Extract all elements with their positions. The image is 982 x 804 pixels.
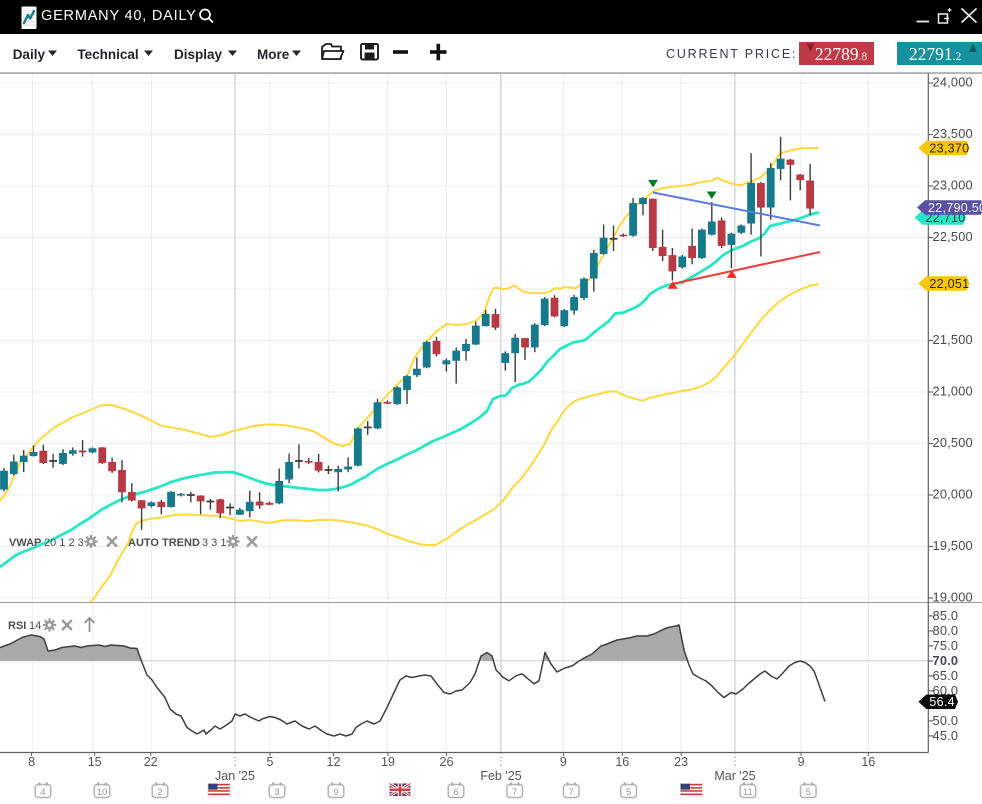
svg-text:23,000: 23,000 bbox=[933, 178, 973, 193]
svg-text:24,000: 24,000 bbox=[933, 75, 973, 90]
svg-text:75.0: 75.0 bbox=[933, 638, 959, 653]
svg-text:19,000: 19,000 bbox=[933, 590, 973, 605]
svg-text:23,370: 23,370 bbox=[929, 141, 969, 155]
svg-text:3 3 1: 3 3 1 bbox=[202, 537, 226, 549]
svg-text:6: 6 bbox=[453, 787, 458, 798]
svg-text:20,500: 20,500 bbox=[933, 435, 973, 450]
svg-text:7: 7 bbox=[569, 787, 574, 798]
svg-text:85.0: 85.0 bbox=[933, 608, 959, 623]
svg-text:19: 19 bbox=[381, 755, 395, 769]
svg-text:4: 4 bbox=[40, 787, 45, 798]
svg-text:Jan '25: Jan '25 bbox=[215, 769, 255, 783]
svg-text:50.0: 50.0 bbox=[933, 713, 959, 728]
svg-text:12: 12 bbox=[327, 755, 341, 769]
svg-text:9: 9 bbox=[560, 755, 567, 769]
svg-text:16: 16 bbox=[861, 755, 875, 769]
svg-text:11: 11 bbox=[743, 787, 753, 798]
svg-text:45.0: 45.0 bbox=[933, 728, 959, 743]
svg-text:20 1 2 3: 20 1 2 3 bbox=[44, 537, 84, 549]
svg-text:65.0: 65.0 bbox=[933, 668, 959, 683]
svg-text:22: 22 bbox=[144, 755, 158, 769]
svg-text:22,790.50: 22,790.50 bbox=[928, 201, 982, 215]
svg-text:5: 5 bbox=[267, 755, 274, 769]
svg-text:Mar '25: Mar '25 bbox=[714, 769, 755, 783]
svg-text:3: 3 bbox=[274, 787, 279, 798]
svg-text:16: 16 bbox=[615, 755, 629, 769]
svg-text:22,500: 22,500 bbox=[933, 229, 973, 244]
svg-text:20,000: 20,000 bbox=[933, 487, 973, 502]
svg-text:14: 14 bbox=[29, 620, 41, 632]
svg-text:9: 9 bbox=[798, 755, 805, 769]
svg-text:70.0: 70.0 bbox=[933, 653, 959, 668]
svg-text:19,500: 19,500 bbox=[933, 538, 973, 553]
svg-text:22,051: 22,051 bbox=[929, 277, 969, 291]
svg-text:VWAP: VWAP bbox=[9, 537, 41, 549]
svg-text:80.0: 80.0 bbox=[933, 623, 959, 638]
svg-text:5: 5 bbox=[626, 787, 631, 798]
svg-text:21,000: 21,000 bbox=[933, 384, 973, 399]
svg-text:60.0: 60.0 bbox=[933, 683, 959, 698]
svg-text:9: 9 bbox=[333, 787, 338, 798]
svg-text:5: 5 bbox=[806, 787, 811, 798]
svg-text:56.4: 56.4 bbox=[929, 695, 955, 709]
svg-text:2: 2 bbox=[157, 787, 162, 798]
svg-text:23: 23 bbox=[674, 755, 688, 769]
svg-text:AUTO TREND: AUTO TREND bbox=[128, 537, 200, 549]
svg-text:RSI: RSI bbox=[8, 620, 26, 632]
svg-text:10: 10 bbox=[97, 787, 108, 798]
svg-text:26: 26 bbox=[440, 755, 454, 769]
svg-text:Feb '25: Feb '25 bbox=[480, 769, 521, 783]
svg-text:8: 8 bbox=[28, 755, 35, 769]
svg-text:15: 15 bbox=[88, 755, 102, 769]
svg-text:7: 7 bbox=[512, 787, 517, 798]
svg-text:23,500: 23,500 bbox=[933, 126, 973, 141]
svg-text:21,500: 21,500 bbox=[933, 332, 973, 347]
